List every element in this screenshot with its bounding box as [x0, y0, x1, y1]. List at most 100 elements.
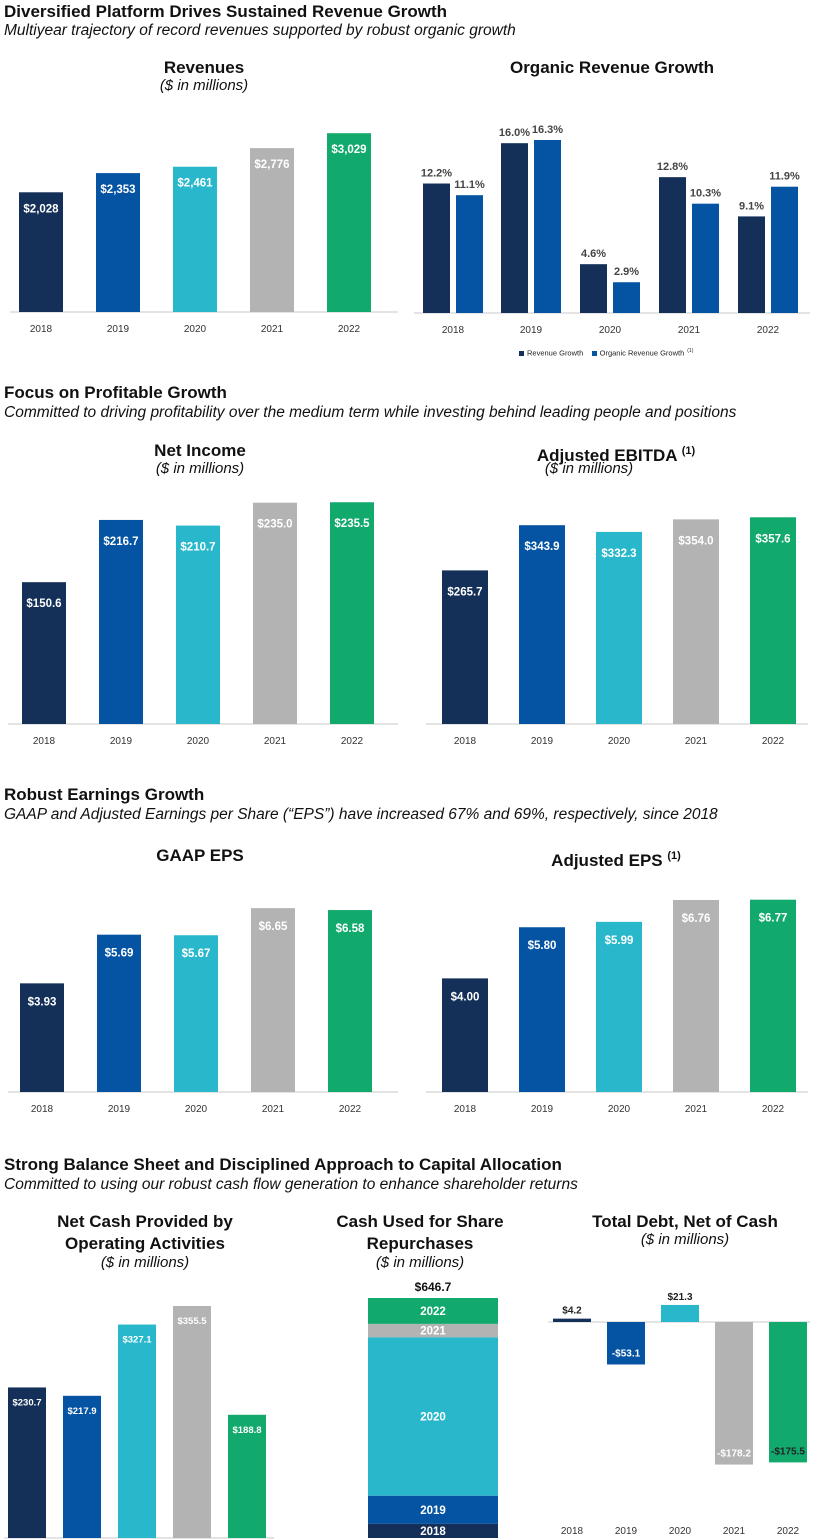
bar-segment — [368, 1323, 498, 1338]
bar-value-label: $6.65 — [259, 921, 288, 933]
bar-value-label: 12.8% — [657, 161, 688, 173]
x-tick-label: 2022 — [777, 1526, 800, 1537]
legend-label: Organic Revenue Growth — [599, 348, 685, 358]
bar — [661, 1304, 699, 1322]
legend-swatch — [519, 351, 524, 357]
bar — [330, 502, 374, 724]
bar — [20, 983, 64, 1092]
bar — [607, 1322, 645, 1365]
x-tick-label: 2020 — [187, 736, 210, 747]
x-tick-label: 2022 — [341, 736, 364, 747]
bar — [519, 525, 565, 724]
chart-title: Cash Used for Share Repurchases — [336, 1212, 504, 1253]
bar — [97, 934, 141, 1092]
share-repurchases-chart: 2018 2019 2020 2021 2022 $646.7 — [368, 1280, 498, 1538]
segment-label: 2022 — [420, 1306, 446, 1318]
bar-value-label: $5.67 — [182, 948, 211, 960]
chart-title: Adjusted EBITDA (1) — [416, 440, 816, 467]
bar — [715, 1322, 753, 1465]
chart-title: Revenues — [163, 58, 245, 77]
bar-value-label: 11.9% — [769, 171, 800, 183]
segment-label: 2021 — [420, 1326, 446, 1338]
x-tick-label: 2021 — [264, 736, 287, 747]
bar — [580, 264, 607, 313]
bar-value-label: $2,461 — [177, 178, 213, 190]
adjusted-eps-chart: $4.00 2018 $5.80 2019 $5.99 2020 $6.76 2021 $6.7… — [426, 899, 808, 1115]
chart-title: Net Cash Provided by Operating Activitie… — [57, 1212, 233, 1253]
bar-value-label: $327.1 — [122, 1335, 152, 1346]
x-tick-label: 2018 — [454, 736, 477, 747]
bar — [423, 183, 450, 313]
organic-growth-chart: 12.2%11.1% 2018 16.0% 16.3% 2019 4.6% 2.9% 2020… — [414, 124, 810, 336]
x-tick-label: 2020 — [608, 736, 631, 747]
section-title: Diversified Platform Drives Sustained Re… — [4, 2, 448, 21]
bar — [176, 525, 220, 724]
bar-value-label: $230.7 — [12, 1397, 41, 1408]
legend-footnote: (1) — [687, 348, 694, 354]
bar-value-label: $217.9 — [67, 1406, 96, 1417]
bar — [673, 899, 719, 1092]
bar-value-label: $4.00 — [451, 991, 480, 1003]
section-title: Focus on Profitable Growth — [4, 383, 227, 402]
chart-unit: ($ in millions) — [375, 1254, 465, 1271]
bar-value-label: $216.7 — [103, 536, 138, 548]
chart-title: Net Income — [154, 441, 246, 460]
bar-value-label: $265.7 — [447, 586, 482, 598]
operating-cash-chart: $230.72018$217.92019$327.12020$355.52021… — [4, 1306, 274, 1539]
bar-value-label: $5.99 — [605, 935, 634, 947]
bar-value-label: $150.6 — [26, 598, 61, 610]
bar-value-label: 16.3% — [532, 124, 563, 136]
x-tick-label: 2020 — [184, 324, 207, 335]
bar — [534, 140, 561, 313]
x-tick-label: 2021 — [685, 1104, 708, 1115]
bar — [174, 935, 218, 1092]
chart-title-text: Adjusted EPS — [551, 851, 663, 870]
bar-value-label: $6.58 — [336, 923, 365, 935]
bar — [673, 519, 719, 724]
x-tick-label: 2021 — [685, 736, 708, 747]
bar — [228, 1414, 266, 1538]
bar-value-label: $3.93 — [28, 996, 57, 1008]
x-tick-label: 2018 — [31, 1104, 54, 1115]
chart-title-text: Adjusted EBITDA — [536, 446, 677, 465]
section-title: Robust Earnings Growth — [4, 785, 205, 804]
bar — [442, 570, 488, 724]
bar-value-label: $188.8 — [232, 1425, 261, 1436]
gaap-eps-chart: $3.93 2018 $5.69 2019 $5.67 2020 $6.65 2021 $6.5… — [8, 908, 398, 1115]
bar-segment — [368, 1337, 498, 1496]
bar — [22, 582, 66, 724]
bar-value-label: $6.76 — [682, 913, 711, 925]
x-tick-label: 2018 — [442, 325, 465, 336]
bar-value-label: $354.0 — [678, 535, 713, 547]
segment-label: 2019 — [420, 1505, 446, 1517]
x-tick-label: 2020 — [669, 1526, 692, 1537]
bar — [456, 195, 483, 313]
bar-value-label: 10.3% — [690, 188, 721, 200]
bar — [19, 192, 63, 312]
chart-unit: ($ in millions) — [640, 1231, 730, 1248]
bar — [173, 166, 217, 312]
bar — [769, 1322, 807, 1463]
total-debt-chart: $4.2 2018 -$53.1 2019 $21.3 2020 -$178.2 2021 -$… — [548, 1292, 810, 1537]
bar — [596, 921, 642, 1092]
x-tick-label: 2019 — [108, 1104, 131, 1115]
x-tick-label: 2019 — [615, 1526, 638, 1537]
section-subtitle: Committed to driving profitability over … — [4, 404, 737, 421]
x-tick-label: 2022 — [339, 1104, 362, 1115]
section-title: Strong Balance Sheet and Disciplined App… — [4, 1155, 562, 1174]
x-tick-label: 2022 — [757, 325, 780, 336]
bar-value-label: $5.80 — [528, 940, 557, 952]
bar-segment — [368, 1495, 498, 1524]
footnote-marker: (1) — [667, 850, 681, 862]
segment-label: 2018 — [420, 1526, 446, 1538]
bar-value-label: $4.2 — [562, 1306, 582, 1317]
bar-value-label: $235.0 — [257, 519, 292, 531]
chart-title: Total Debt, Net of Cash — [592, 1212, 778, 1231]
x-tick-label: 2019 — [520, 325, 543, 336]
bar — [553, 1318, 591, 1322]
total-label: $646.7 — [415, 1280, 452, 1294]
bar-value-label: $343.9 — [524, 541, 559, 553]
bar — [118, 1324, 156, 1538]
x-tick-label: 2022 — [338, 324, 361, 335]
bar-segment — [368, 1523, 498, 1538]
